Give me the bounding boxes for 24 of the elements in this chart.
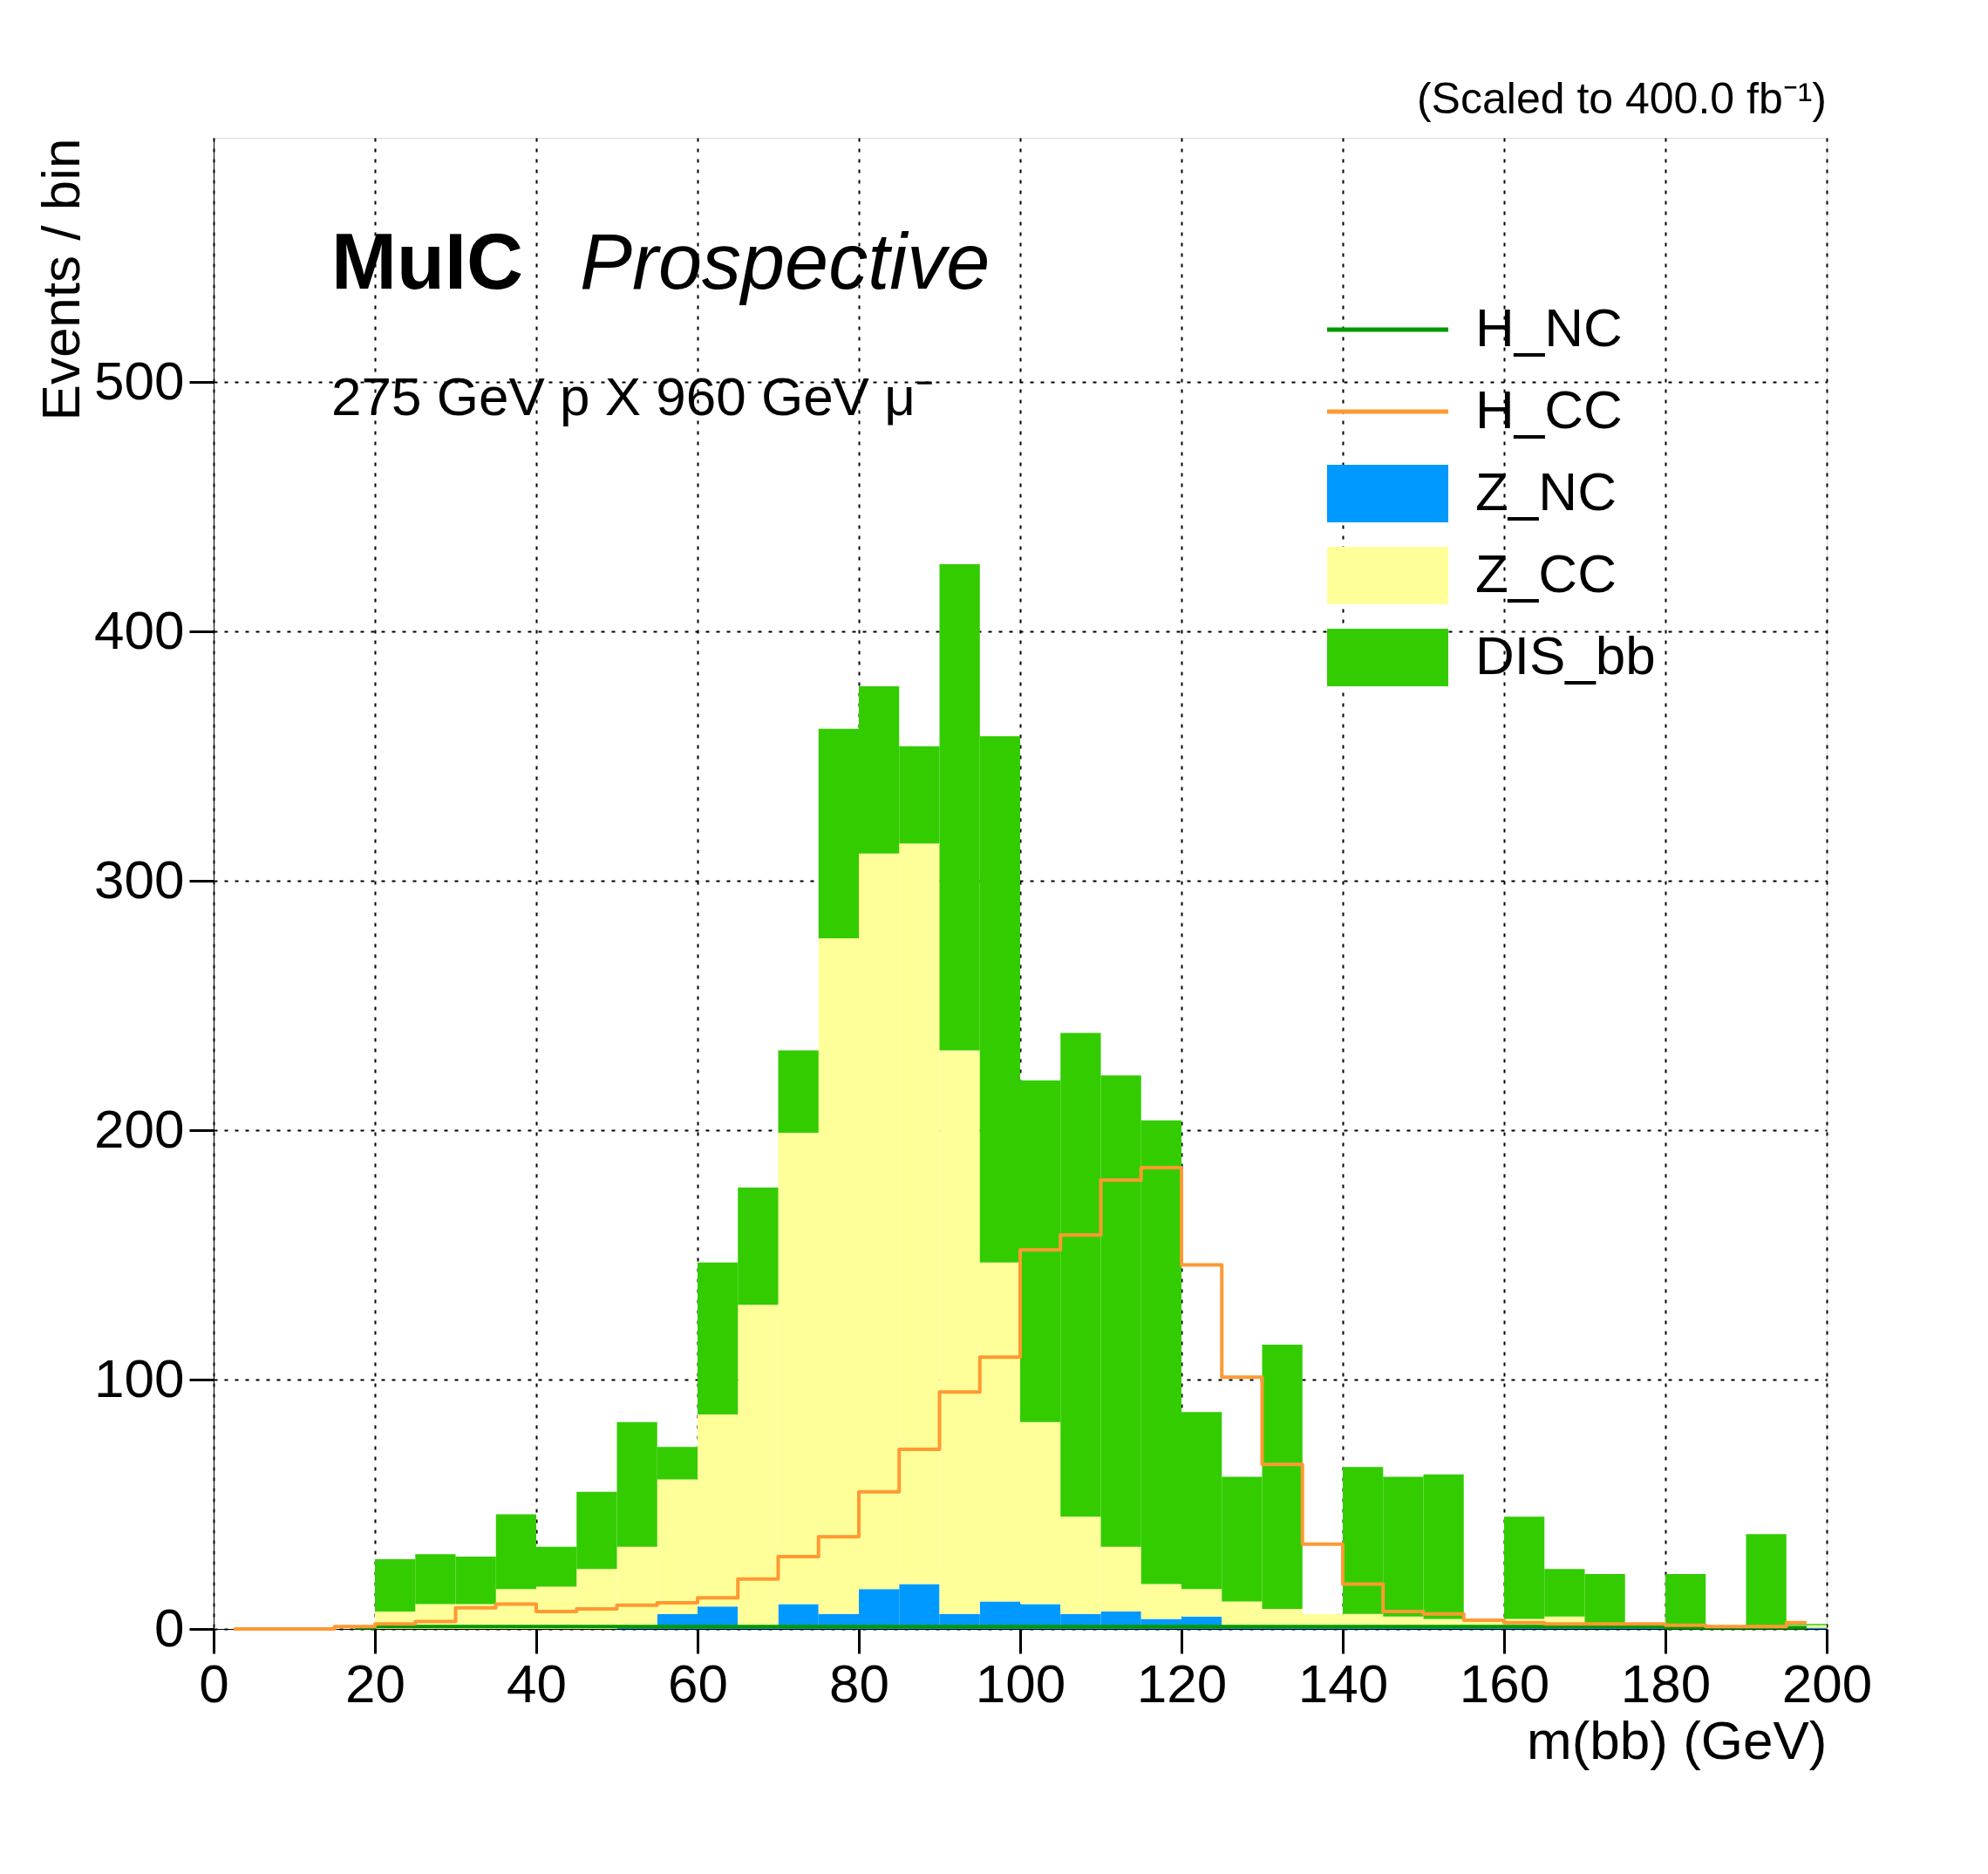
- legend-label: H_NC: [1475, 297, 1623, 358]
- x-tick-label: 100: [975, 1653, 1066, 1714]
- legend-label: H_CC: [1475, 379, 1623, 440]
- text: (Scaled to 400.0 fb⁻¹): [1416, 74, 1827, 123]
- x-tick-label: 120: [1136, 1653, 1228, 1714]
- y-tick-label: 0: [154, 1597, 185, 1658]
- annotation: 275 GeV p X 960 GeV μ⁻: [331, 366, 934, 426]
- x-tick-label: 40: [507, 1653, 567, 1714]
- y-tick-label: 100: [94, 1347, 185, 1408]
- y-tick-label: 300: [94, 848, 185, 910]
- legend-label: Z_CC: [1475, 543, 1617, 603]
- legend-label: DIS_bb: [1475, 625, 1656, 685]
- y-axis-title: Events / bin: [31, 138, 92, 421]
- x-tick-label: 80: [829, 1653, 889, 1714]
- y-tick-label: 500: [94, 350, 185, 411]
- x-tick-label: 60: [668, 1653, 728, 1714]
- x-tick-label: 20: [345, 1653, 405, 1714]
- x-tick-label: 0: [199, 1653, 229, 1714]
- x-tick-label: 140: [1297, 1653, 1389, 1714]
- annotation: Prospective: [580, 218, 991, 305]
- annotation: MuIC: [331, 218, 523, 305]
- legend-label: Z_NC: [1475, 461, 1617, 521]
- y-tick-label: 200: [94, 1098, 185, 1159]
- y-tick-label: 400: [94, 599, 185, 660]
